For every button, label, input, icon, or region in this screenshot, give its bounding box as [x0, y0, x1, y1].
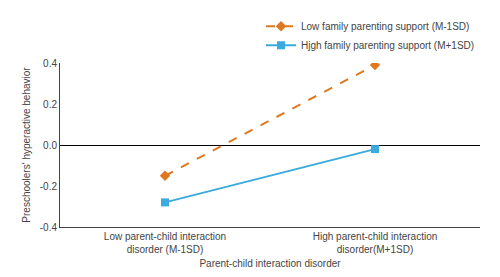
svg-text:0.0: 0.0 [43, 140, 57, 151]
svg-text:Low family parenting support (: Low family parenting support (M-1SD) [301, 21, 469, 32]
svg-text:Low parent-child interactiondi: Low parent-child interactiondisorder (M-… [104, 231, 226, 255]
svg-text:High parent-child interactiond: High parent-child interactiondisorder(M+… [313, 231, 438, 255]
svg-text:0.2: 0.2 [43, 99, 57, 110]
svg-text:-0.2: -0.2 [40, 181, 58, 192]
svg-text:-0.4: -0.4 [40, 222, 58, 233]
svg-text:Preschoolers' hyperactive beha: Preschoolers' hyperactive behavior [21, 67, 32, 223]
svg-text:Parent-child interaction disor: Parent-child interaction disorder [199, 258, 341, 269]
svg-text:Hjgh family parenting support: Hjgh family parenting support (M+1SD) [301, 40, 474, 51]
svg-text:0.4: 0.4 [43, 58, 57, 69]
